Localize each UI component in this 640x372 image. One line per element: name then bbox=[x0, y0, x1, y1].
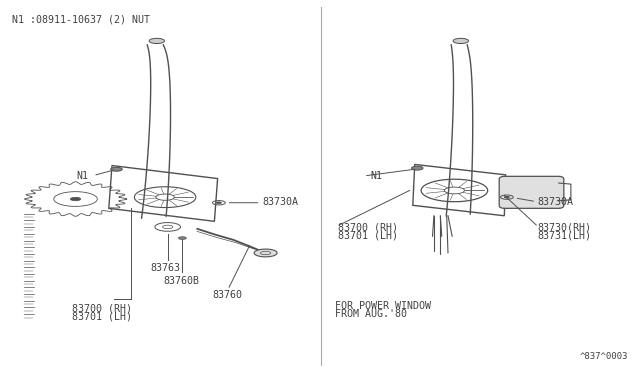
Text: N1 :08911-10637 (2) NUT: N1 :08911-10637 (2) NUT bbox=[12, 15, 150, 25]
Polygon shape bbox=[412, 166, 423, 170]
Text: 83701 (LH): 83701 (LH) bbox=[72, 312, 132, 322]
FancyBboxPatch shape bbox=[499, 176, 564, 208]
Text: 83700 (RH): 83700 (RH) bbox=[338, 223, 398, 232]
Polygon shape bbox=[111, 167, 122, 171]
Text: 83701 (LH): 83701 (LH) bbox=[338, 231, 398, 241]
Text: 83730(RH): 83730(RH) bbox=[538, 223, 591, 232]
Text: 83760B: 83760B bbox=[163, 276, 199, 286]
Polygon shape bbox=[149, 38, 164, 44]
Text: N1: N1 bbox=[370, 171, 382, 180]
Text: 83700 (RH): 83700 (RH) bbox=[72, 304, 132, 314]
Text: N1: N1 bbox=[76, 171, 88, 180]
Polygon shape bbox=[504, 196, 509, 198]
Text: 83760: 83760 bbox=[212, 290, 242, 299]
Text: 83731(LH): 83731(LH) bbox=[538, 231, 591, 241]
Polygon shape bbox=[179, 237, 186, 239]
Polygon shape bbox=[216, 202, 221, 203]
Text: FOR POWER WINDOW: FOR POWER WINDOW bbox=[335, 301, 431, 311]
Polygon shape bbox=[254, 249, 277, 257]
Text: 83730A: 83730A bbox=[262, 198, 298, 207]
Polygon shape bbox=[453, 38, 468, 44]
Polygon shape bbox=[70, 197, 81, 201]
Text: 83763: 83763 bbox=[150, 263, 180, 273]
Text: ^837^0003: ^837^0003 bbox=[580, 352, 628, 361]
Text: 83730A: 83730A bbox=[538, 198, 573, 207]
Text: FROM AUG.'80: FROM AUG.'80 bbox=[335, 310, 408, 319]
